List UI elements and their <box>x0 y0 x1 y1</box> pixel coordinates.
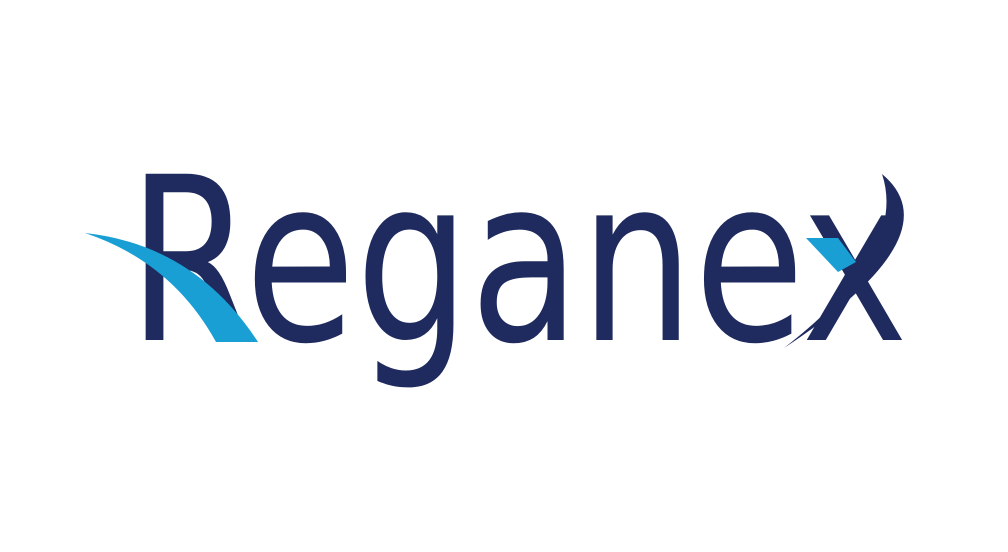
cyan-swoosh <box>85 233 258 342</box>
navy-swoosh <box>784 174 904 348</box>
logo-wordmark: Reganex <box>128 128 908 394</box>
cyan-accent <box>806 238 856 272</box>
